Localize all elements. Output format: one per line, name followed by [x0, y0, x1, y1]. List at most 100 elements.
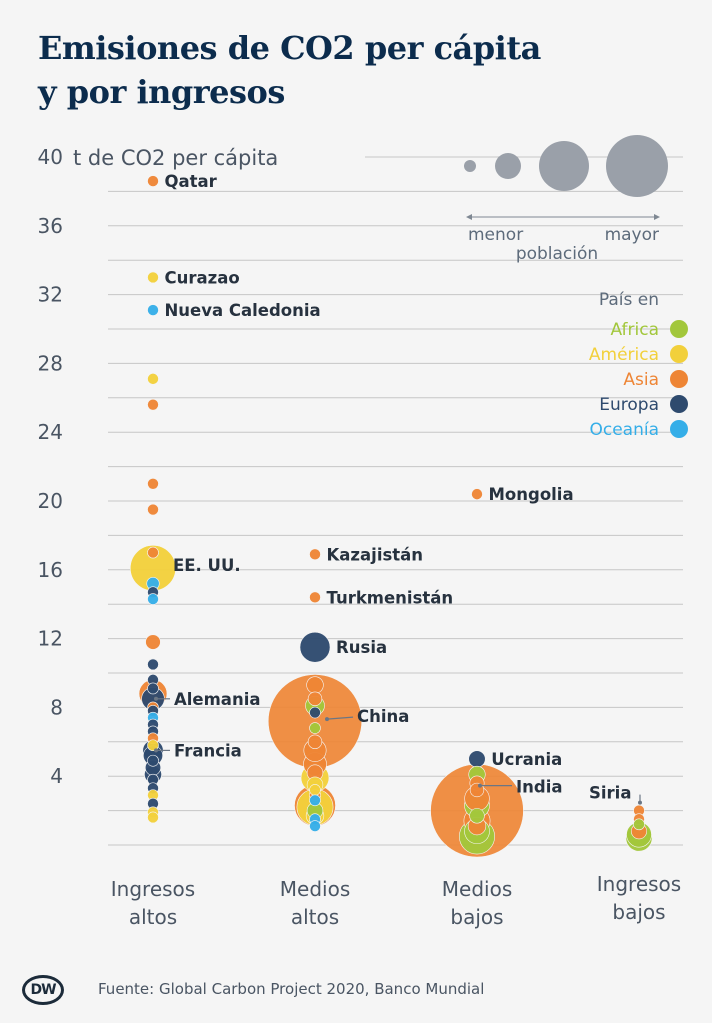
color-legend-label: Europa — [599, 395, 659, 415]
category-label: bajos — [450, 905, 503, 929]
bubble-rusia — [299, 631, 331, 663]
annotation-dot — [478, 783, 482, 788]
annotation-label: China — [357, 707, 409, 726]
bubble-country — [307, 734, 323, 749]
y-tick-label: 32 — [38, 283, 63, 307]
bubble-country — [309, 820, 321, 832]
bubbles — [129, 175, 653, 858]
color-legend: País en Africa América Asia Europa Oceanía — [589, 290, 688, 440]
y-tick-label: 4 — [50, 764, 63, 788]
y-tick-label: 24 — [38, 420, 63, 444]
bubble-turkmenist-n — [309, 591, 321, 604]
bubble-country — [309, 794, 321, 807]
category-label: Medios — [442, 877, 512, 901]
bubble-country — [147, 546, 159, 559]
color-legend-label: América — [589, 345, 659, 365]
category-label: bajos — [612, 900, 665, 924]
y-tick-label: 8 — [50, 695, 63, 719]
bubble-mongolia — [471, 488, 483, 500]
bubble-country — [309, 706, 321, 719]
annotation-label: India — [516, 778, 563, 797]
bubble-country — [147, 739, 159, 752]
y-tick-label: 16 — [38, 558, 63, 582]
bubble-country — [306, 676, 324, 694]
bubble-country — [147, 503, 159, 516]
category-label: altos — [129, 905, 177, 929]
size-legend-circle — [539, 141, 589, 191]
bubble-country — [309, 722, 321, 734]
dw-logo: DW — [22, 975, 64, 1005]
annotation-label: EE. UU. — [173, 556, 241, 575]
y-axis-label: t de CO2 per cápita — [73, 146, 278, 170]
annotation-dot — [325, 717, 329, 722]
color-legend-title: País en — [599, 290, 659, 310]
y-axis-ticks: 4 8 12 16 20 24 28 32 36 40 — [38, 145, 63, 788]
bubble-country — [145, 634, 161, 650]
bubble-country — [307, 691, 323, 706]
annotation-label: Turkmenistán — [327, 588, 454, 607]
annotation-label: Francia — [174, 741, 242, 760]
size-legend-circle — [464, 160, 476, 172]
annotation-label: Mongolia — [489, 485, 574, 504]
annotation-dot — [154, 696, 158, 701]
color-legend-swatch — [670, 320, 688, 338]
color-legend-label: Africa — [611, 320, 660, 340]
size-legend-circle — [495, 153, 521, 179]
category-label: Ingresos — [111, 877, 195, 901]
size-legend-label: población — [516, 244, 598, 264]
bubble-nueva-caledonia — [147, 304, 159, 316]
y-tick-label: 36 — [38, 214, 63, 238]
annotation-dot — [154, 748, 158, 753]
bubble-country — [147, 682, 159, 695]
annotations: Qatar Curazao Nueva Caledonia EE. UU. Aleman… — [154, 172, 642, 805]
chart-title-line-2: y por ingresos — [38, 73, 285, 111]
color-legend-swatch — [670, 420, 688, 438]
bubble-kazajist-n — [309, 548, 321, 561]
bubble-curazao — [147, 271, 159, 284]
annotation-label: Kazajistán — [327, 545, 424, 564]
category-label: Medios — [280, 877, 350, 901]
y-tick-label: 40 — [38, 145, 63, 169]
annotation-label: Alemania — [174, 690, 260, 709]
bubble-country — [147, 477, 159, 490]
annotation-label: Nueva Caledonia — [165, 301, 321, 320]
bubble-country — [633, 818, 645, 831]
annotation-label: Siria — [589, 784, 631, 803]
size-legend-low: menor — [468, 225, 523, 245]
color-legend-swatch — [670, 345, 688, 363]
gridlines — [108, 156, 683, 846]
bubble-country — [147, 373, 159, 385]
source-note: Fuente: Global Carbon Project 2020, Banc… — [98, 980, 485, 998]
y-tick-label: 28 — [38, 351, 63, 375]
bubble-country — [147, 593, 159, 605]
annotation-dot — [638, 800, 642, 805]
size-legend-circle — [606, 135, 668, 197]
annotation-label: Qatar — [165, 172, 218, 191]
bubble-country — [469, 808, 485, 824]
size-legend-high: mayor — [605, 225, 659, 245]
color-legend-label: Oceanía — [589, 420, 659, 440]
annotation-label: Rusia — [336, 638, 387, 657]
bubble-country — [147, 658, 159, 671]
bubble-country — [309, 784, 321, 796]
annotation-label: Curazao — [165, 268, 240, 287]
color-legend-label: Asia — [623, 370, 659, 390]
y-tick-label: 12 — [38, 627, 63, 651]
y-tick-label: 20 — [38, 489, 63, 513]
size-legend: menor mayor población — [464, 135, 668, 264]
annotation-leader — [326, 716, 354, 720]
bubble-country — [147, 398, 159, 411]
x-axis-categories: Ingresos altos Medios altos Medios bajos Ingre… — [111, 872, 681, 929]
bubble-country — [147, 811, 159, 824]
bubble-ucrania — [468, 750, 486, 768]
chart-title-line-1: Emisiones de CO2 per cápita — [38, 29, 541, 67]
color-legend-swatch — [670, 395, 688, 413]
bubble-country — [147, 754, 159, 767]
chart-title: Emisiones de CO2 per cápita y por ingres… — [38, 26, 541, 114]
category-label: Ingresos — [597, 872, 681, 896]
annotation-label: Ucrania — [491, 750, 562, 769]
color-legend-swatch — [670, 370, 688, 388]
bubble-qatar — [147, 175, 159, 187]
category-label: altos — [291, 905, 339, 929]
